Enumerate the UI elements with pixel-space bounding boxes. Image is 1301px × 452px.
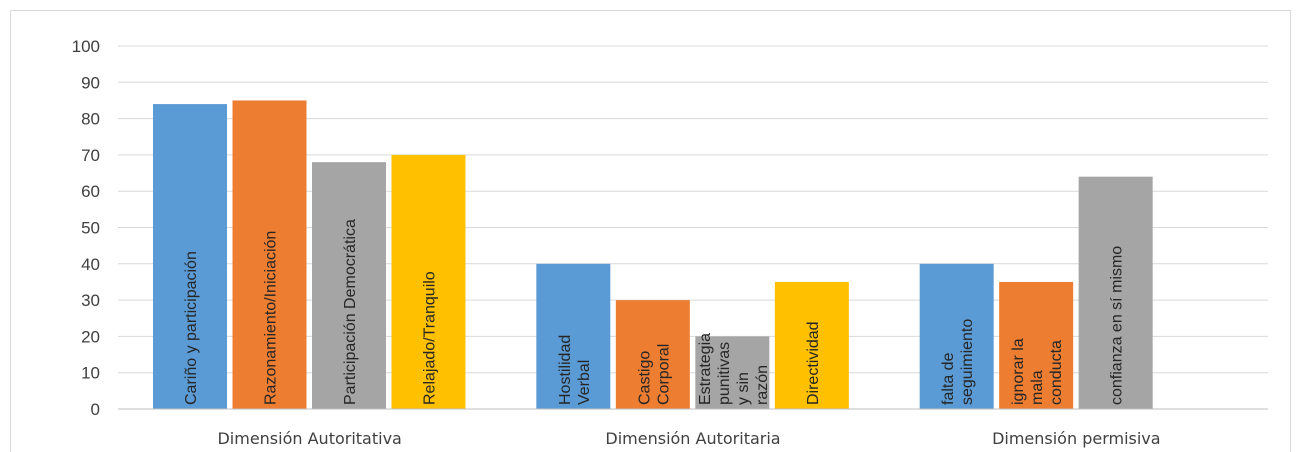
bar bbox=[615, 300, 690, 409]
bar-label: Hostilidad Verbal bbox=[557, 335, 593, 405]
bars: Cariño y participación Razonamiento/Inici… bbox=[153, 100, 1153, 409]
bar-label: Relajado/Tranquilo bbox=[422, 271, 439, 405]
y-tick-label: 40 bbox=[81, 255, 100, 274]
bar-label: Razonamiento/Iniciación bbox=[263, 231, 280, 405]
y-tick-label: 100 bbox=[72, 37, 100, 56]
bar-label: confianza en sí mismo bbox=[1109, 246, 1126, 405]
bar-label: falta de seguimiento bbox=[940, 319, 976, 405]
bar bbox=[919, 263, 994, 409]
y-tick-label: 70 bbox=[81, 146, 100, 165]
bar-label: Castigo Corporal bbox=[636, 344, 672, 405]
bar-label: Cariño y participación bbox=[183, 251, 200, 405]
y-tick-label: 0 bbox=[91, 400, 100, 419]
bar bbox=[391, 154, 466, 409]
x-axis: Dimensión Autoritativa Dimensión Autorita… bbox=[118, 408, 1268, 448]
y-tick-label: 20 bbox=[81, 327, 100, 346]
y-tick-label: 50 bbox=[81, 219, 100, 238]
bar bbox=[1078, 176, 1153, 409]
bar bbox=[999, 281, 1074, 409]
bar-label: Participación Democrática bbox=[342, 219, 359, 405]
bar-label: ignorar la mala conducta bbox=[1010, 338, 1065, 405]
y-tick-label: 10 bbox=[81, 364, 100, 383]
y-axis: 0 10 20 30 40 50 60 70 80 90 100 bbox=[72, 37, 100, 419]
bar bbox=[153, 104, 227, 409]
bar bbox=[695, 336, 770, 409]
y-tick-label: 90 bbox=[81, 73, 100, 92]
y-tick-label: 80 bbox=[81, 110, 100, 129]
bar-label: Directividad bbox=[805, 321, 822, 405]
x-category-label: Dimensión Autoritaria bbox=[605, 429, 780, 448]
bar-label: Estrategia punitivas y sin razón bbox=[697, 333, 771, 405]
x-category-label: Dimensión permisiva bbox=[992, 429, 1161, 448]
bar bbox=[536, 263, 611, 409]
bar bbox=[232, 100, 307, 409]
bar bbox=[774, 281, 849, 409]
y-tick-label: 30 bbox=[81, 291, 100, 310]
bar bbox=[312, 162, 386, 409]
y-tick-label: 60 bbox=[81, 182, 100, 201]
x-category-label: Dimensión Autoritativa bbox=[217, 429, 401, 448]
